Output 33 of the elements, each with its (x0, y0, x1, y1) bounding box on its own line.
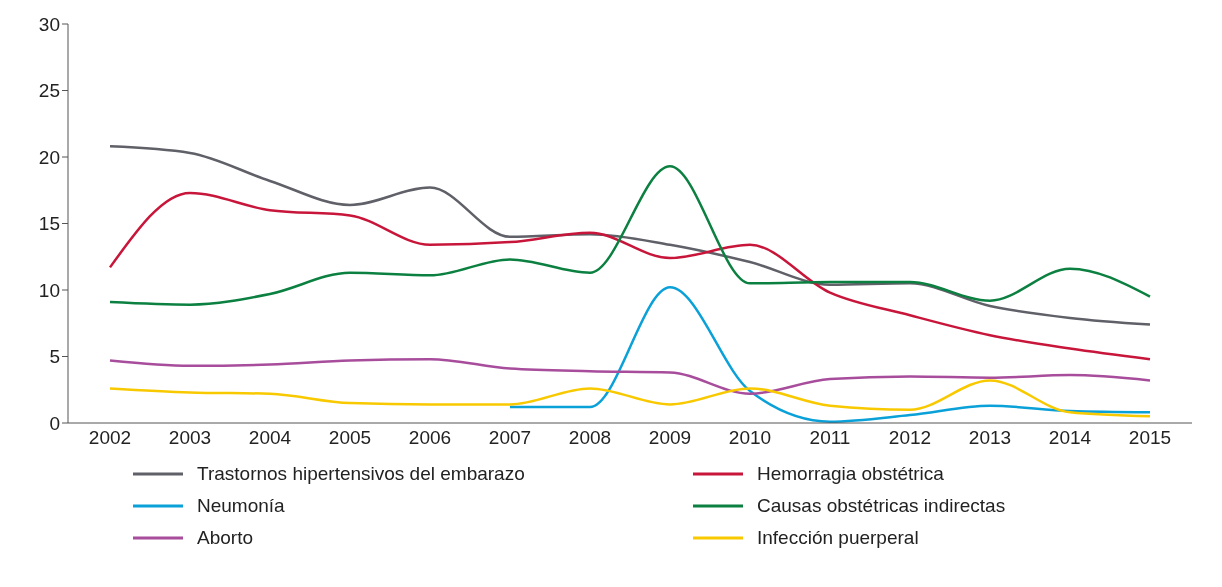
legend-label: Hemorragia obstétrica (757, 463, 944, 485)
y-tick-label: 30 (38, 13, 60, 35)
x-tick-label: 2011 (809, 427, 851, 449)
x-tick-label: 2007 (488, 427, 532, 449)
x-tick-label: 2006 (408, 427, 452, 449)
legend-label: Causas obstétricas indirectas (757, 495, 1006, 517)
x-tick-label: 2015 (1128, 427, 1172, 449)
legend-label: Infección puerperal (757, 527, 919, 549)
legend-label: Neumonía (197, 495, 285, 517)
x-tick-label: 2004 (248, 427, 292, 449)
y-tick-label: 5 (49, 346, 60, 368)
line-series (108, 145, 1152, 326)
y-tick-label: 15 (38, 213, 60, 235)
x-tick-label: 2005 (328, 427, 372, 449)
x-tick-label: 2008 (568, 427, 612, 449)
x-tick-label: 2003 (168, 427, 212, 449)
x-tick-label: 2002 (88, 427, 132, 449)
legend-label: Trastornos hipertensivos del embarazo (197, 463, 525, 485)
line-series (108, 357, 1152, 395)
y-tick-label: 25 (38, 80, 60, 102)
x-tick-label: 2014 (1048, 427, 1092, 449)
y-tick-label: 20 (38, 146, 60, 168)
x-tick-label: 2012 (888, 427, 932, 449)
x-tick-label: 2013 (968, 427, 1012, 449)
x-tick-label: 2010 (728, 427, 772, 449)
line-series (108, 379, 1152, 418)
x-tick-label: 2009 (648, 427, 692, 449)
line-series (108, 191, 1152, 361)
legend-label: Aborto (197, 527, 253, 549)
y-tick-label: 0 (49, 412, 60, 434)
line-series (508, 286, 1152, 423)
y-tick-label: 10 (38, 279, 60, 301)
line-series (108, 165, 1152, 306)
